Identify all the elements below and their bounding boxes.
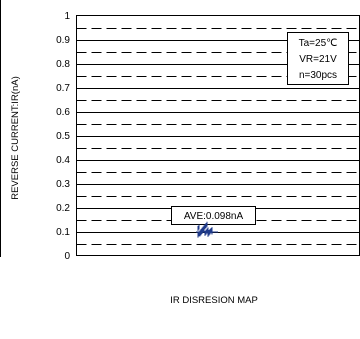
y-tick-label: 0.4 [56,155,70,166]
y-tick-label: 0.2 [56,203,70,214]
y-tick-label: 0 [64,251,70,262]
y-tick-label: 0.7 [56,83,70,94]
conditions-box: Ta=25℃ VR=21V n=30pcs [287,32,349,85]
average-label: AVE:0.098nA [184,211,244,222]
grid-lines [76,28,360,245]
x-axis-label: IR DISRESION MAP [170,295,258,306]
y-tick-label: 0.6 [56,107,70,118]
y-tick-label: 0.8 [56,59,70,70]
y-tick-label: 0.1 [56,227,70,238]
condition-voltage: VR=21V [299,54,337,65]
y-tick-label: 1 [64,11,70,22]
y-tick-label: 0.9 [56,35,70,46]
y-tick-label: 0.3 [56,179,70,190]
y-axis: 0 0.1 0.2 0.3 0.4 0.5 0.6 0.7 0.8 0.9 1 [56,11,70,262]
average-box: AVE:0.098nA [171,206,256,225]
y-axis-label: REVERSE CURRENT:IR(nA) [10,76,21,200]
y-tick-label: 0.5 [56,131,70,142]
condition-sample-count: n=30pcs [299,70,337,81]
condition-temperature: Ta=25℃ [299,38,338,49]
